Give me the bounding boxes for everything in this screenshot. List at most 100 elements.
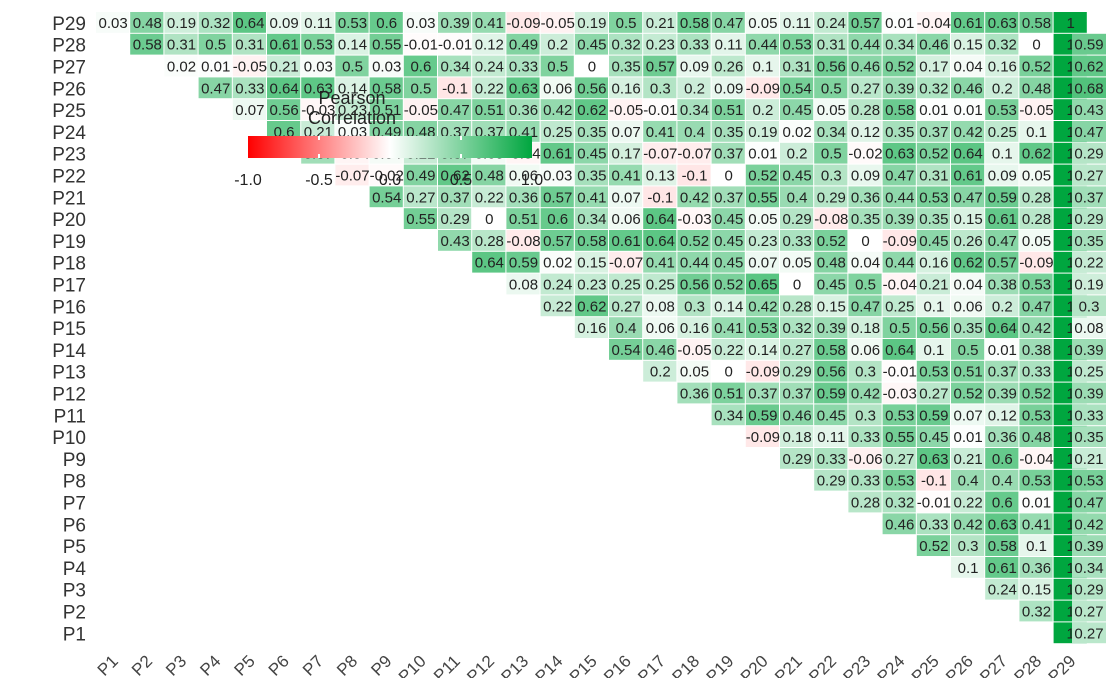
heatmap-cell bbox=[745, 186, 779, 208]
cell-value-label: 0.42 bbox=[953, 516, 982, 533]
cell-value-label: 0.47 bbox=[714, 15, 743, 32]
cell-value-label: 0.23 bbox=[646, 37, 675, 54]
heatmap-cell bbox=[814, 251, 848, 273]
y-tick-label: P5 bbox=[63, 537, 86, 558]
heatmap-cell bbox=[916, 251, 950, 273]
cell-value-label: 0.61 bbox=[988, 211, 1017, 228]
heatmap-cell bbox=[1019, 317, 1053, 338]
heatmap-cell bbox=[677, 382, 711, 404]
heatmap-cell bbox=[711, 164, 745, 186]
cell-value-label: 0.11 bbox=[817, 429, 845, 446]
cell-value-label: 0.63 bbox=[304, 80, 333, 97]
cell-value-label: 0.32 bbox=[782, 320, 811, 337]
heatmap-cell bbox=[540, 295, 574, 317]
heatmap-cell bbox=[540, 208, 574, 229]
heatmap-cell bbox=[985, 12, 1019, 33]
cell-value-label: 0.53 bbox=[1074, 473, 1103, 490]
heatmap-cell-last-col bbox=[1072, 600, 1106, 622]
cell-value-label: 1 bbox=[1067, 102, 1075, 119]
cell-value-label: 0.62 bbox=[1074, 59, 1103, 76]
heatmap-cell bbox=[574, 273, 608, 295]
heatmap-cell bbox=[472, 99, 506, 120]
cell-value-label: 0.39 bbox=[440, 15, 469, 32]
cell-value-label: 0.1 bbox=[752, 59, 773, 76]
heatmap-cell bbox=[198, 12, 232, 33]
heatmap-cell bbox=[780, 12, 814, 33]
cell-value-label: 0.5 bbox=[342, 59, 363, 76]
heatmap-cell bbox=[951, 426, 985, 447]
heatmap-cell bbox=[951, 12, 985, 33]
heatmap-cell-last-col bbox=[1072, 404, 1106, 426]
cell-value-label: 0.52 bbox=[817, 233, 846, 250]
heatmap-cell bbox=[951, 55, 985, 77]
cell-value-label: 0.24 bbox=[817, 15, 846, 32]
cell-value-label: 0.15 bbox=[817, 298, 846, 315]
cell-value-label: 0.19 bbox=[577, 15, 606, 32]
cell-value-label: 0.05 bbox=[748, 211, 777, 228]
heatmap-cell bbox=[609, 317, 643, 338]
heatmap-cell bbox=[711, 382, 745, 404]
cell-value-label: 0.47 bbox=[953, 189, 982, 206]
cell-value-label: 0.35 bbox=[885, 124, 914, 141]
heatmap-cell bbox=[609, 33, 643, 55]
heatmap-cell bbox=[848, 469, 882, 491]
cell-value-label: 0.57 bbox=[543, 189, 572, 206]
cell-value-label: 0.33 bbox=[680, 37, 709, 54]
cell-value-label: 0.25 bbox=[611, 277, 640, 294]
cell-value-label: 0.37 bbox=[440, 189, 469, 206]
cell-value-label: 1 bbox=[1067, 495, 1075, 512]
x-tick-label: P8 bbox=[333, 652, 361, 678]
cell-value-label: 0.58 bbox=[133, 37, 162, 54]
heatmap-cell bbox=[677, 230, 711, 251]
cell-value-label: 0.47 bbox=[1022, 298, 1051, 315]
heatmap-cell bbox=[403, 164, 437, 186]
cell-value-label: 0.29 bbox=[1074, 582, 1103, 599]
heatmap-cell-last-col bbox=[1072, 535, 1106, 556]
heatmap-cell bbox=[711, 12, 745, 33]
heatmap-cell bbox=[403, 33, 437, 55]
cell-value-label: 0.63 bbox=[509, 80, 538, 97]
cell-value-label: 0.41 bbox=[1022, 516, 1051, 533]
cell-value-label: 0.2 bbox=[992, 298, 1013, 315]
heatmap-cell bbox=[711, 273, 745, 295]
legend-tick-mark bbox=[389, 154, 391, 158]
cell-value-label: 0.06 bbox=[611, 211, 640, 228]
cell-value-label: 0.4 bbox=[684, 124, 705, 141]
cell-value-label: 0.34 bbox=[714, 407, 743, 424]
cell-value-label: 0.45 bbox=[577, 146, 606, 163]
heatmap-cell bbox=[1019, 273, 1053, 295]
heatmap-cell-last-col bbox=[1072, 339, 1106, 360]
heatmap-cell bbox=[985, 230, 1019, 251]
heatmap-cell bbox=[745, 426, 779, 447]
cell-value-label: 0.16 bbox=[919, 255, 948, 272]
heatmap-cell bbox=[1019, 186, 1053, 208]
heatmap-cell bbox=[951, 121, 985, 142]
cell-value-label: -0.05 bbox=[404, 102, 438, 119]
heatmap-cell bbox=[506, 251, 540, 273]
heatmap-cell bbox=[745, 208, 779, 229]
heatmap-cell bbox=[951, 360, 985, 382]
heatmap-cell bbox=[232, 33, 266, 55]
heatmap-cell bbox=[745, 382, 779, 404]
cell-value-label: 1 bbox=[1067, 429, 1075, 446]
heatmap-cell bbox=[916, 360, 950, 382]
cell-value-label: 0.33 bbox=[919, 516, 948, 533]
cell-value-label: 0.33 bbox=[1074, 407, 1103, 424]
cell-value-label: 0.28 bbox=[851, 495, 880, 512]
cell-value-label: 0.5 bbox=[410, 80, 431, 97]
heatmap-cell bbox=[1019, 600, 1053, 622]
cell-value-label: 0.41 bbox=[611, 168, 640, 185]
heatmap-cell bbox=[301, 99, 335, 120]
heatmap-cell bbox=[540, 273, 574, 295]
heatmap-cell-last-col bbox=[1072, 491, 1106, 513]
cell-value-label: 0 bbox=[588, 59, 596, 76]
cell-value-label: 0.59 bbox=[1074, 37, 1103, 54]
heatmap-cell bbox=[951, 557, 985, 578]
heatmap-cell bbox=[882, 251, 916, 273]
heatmap-cell-last-col bbox=[1072, 295, 1106, 317]
heatmap-cell bbox=[814, 208, 848, 229]
heatmap-cell-last-col bbox=[1072, 426, 1106, 447]
heatmap-cell bbox=[301, 55, 335, 77]
cell-value-label: 0.39 bbox=[1074, 342, 1103, 359]
cell-value-label: 0.26 bbox=[953, 233, 982, 250]
